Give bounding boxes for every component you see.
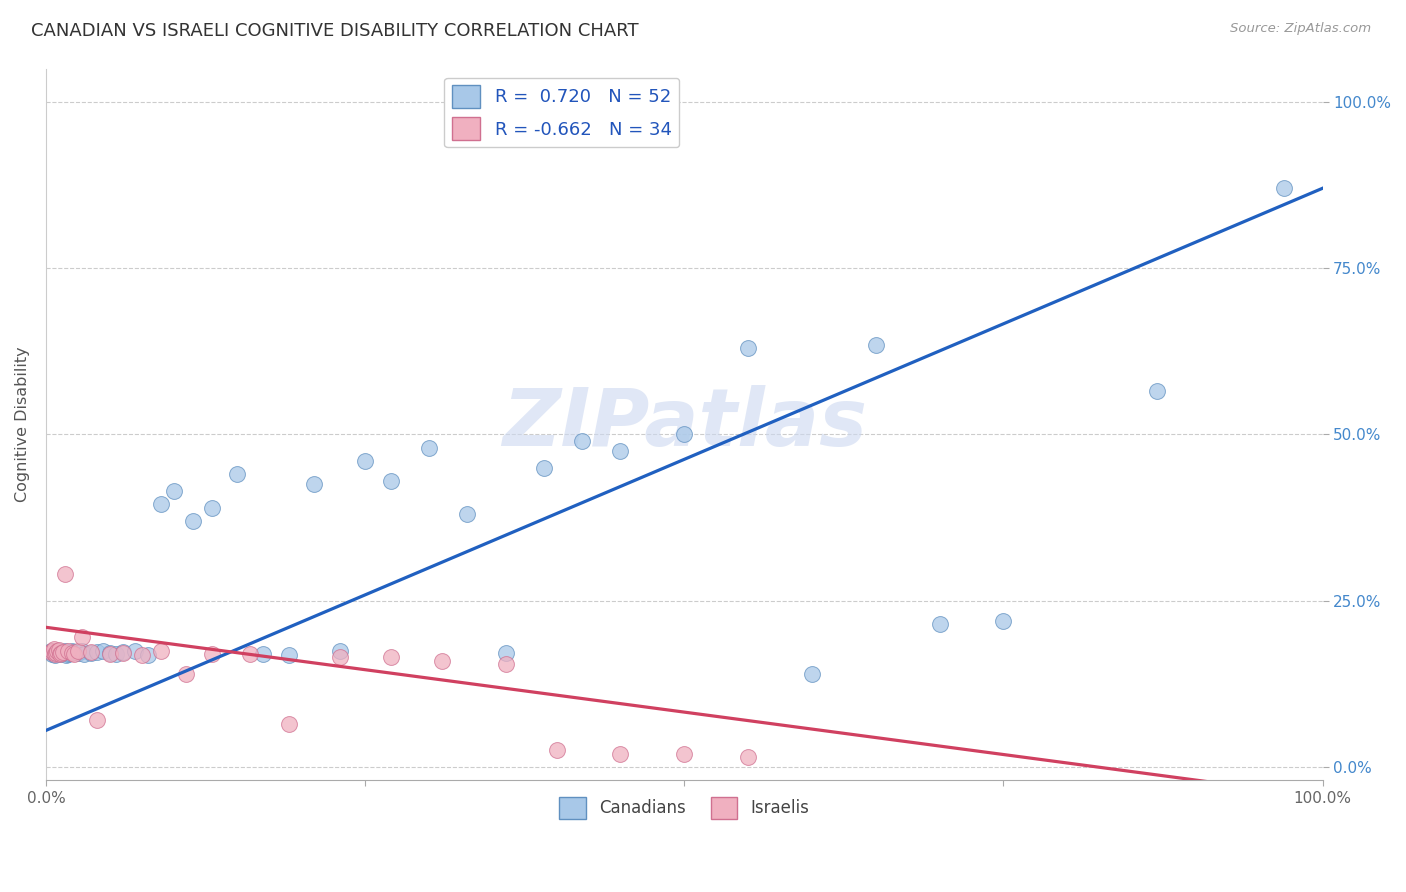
Point — [277, 716, 299, 731]
Point — [277, 648, 299, 663]
Point — [201, 647, 224, 661]
Point — [737, 750, 759, 764]
Text: Source: ZipAtlas.com: Source: ZipAtlas.com — [1230, 22, 1371, 36]
Point — [418, 441, 440, 455]
Point — [41, 647, 63, 661]
Point — [546, 743, 568, 757]
Point — [66, 644, 89, 658]
Point — [609, 444, 631, 458]
Point — [42, 642, 65, 657]
Point — [456, 507, 478, 521]
Point — [42, 646, 65, 660]
Point — [430, 654, 453, 668]
Point — [226, 467, 249, 482]
Point — [55, 648, 77, 663]
Point — [39, 645, 62, 659]
Point — [44, 647, 66, 661]
Point — [39, 643, 62, 657]
Point — [79, 646, 101, 660]
Point — [49, 647, 72, 661]
Point — [111, 645, 134, 659]
Point — [181, 514, 204, 528]
Point — [162, 483, 184, 498]
Point — [93, 644, 115, 658]
Point — [98, 647, 121, 661]
Point — [495, 657, 517, 671]
Point — [79, 645, 101, 659]
Point — [252, 647, 274, 661]
Point — [45, 645, 67, 659]
Point — [865, 337, 887, 351]
Point — [928, 617, 950, 632]
Point — [46, 646, 69, 660]
Point — [60, 643, 83, 657]
Point — [571, 434, 593, 448]
Point — [380, 474, 402, 488]
Point — [66, 646, 89, 660]
Point — [53, 644, 76, 658]
Point — [131, 648, 153, 663]
Point — [58, 646, 80, 660]
Point — [354, 454, 377, 468]
Point — [239, 647, 262, 661]
Y-axis label: Cognitive Disability: Cognitive Disability — [15, 347, 30, 502]
Point — [993, 614, 1015, 628]
Point — [63, 645, 86, 659]
Point — [48, 643, 70, 657]
Point — [51, 646, 73, 660]
Point — [1146, 384, 1168, 399]
Point — [46, 644, 69, 658]
Point — [56, 643, 79, 657]
Point — [86, 713, 108, 727]
Point — [41, 643, 63, 657]
Point — [737, 341, 759, 355]
Point — [73, 647, 96, 661]
Point — [149, 497, 172, 511]
Point — [124, 643, 146, 657]
Text: CANADIAN VS ISRAELI COGNITIVE DISABILITY CORRELATION CHART: CANADIAN VS ISRAELI COGNITIVE DISABILITY… — [31, 22, 638, 40]
Legend: Canadians, Israelis: Canadians, Israelis — [553, 790, 817, 825]
Point — [136, 648, 159, 663]
Point — [380, 650, 402, 665]
Point — [673, 747, 696, 761]
Point — [495, 646, 517, 660]
Point — [201, 500, 224, 515]
Point — [800, 666, 823, 681]
Point — [45, 646, 67, 660]
Point — [105, 647, 128, 661]
Point — [49, 647, 72, 661]
Point — [533, 460, 555, 475]
Point — [329, 650, 352, 665]
Point — [60, 646, 83, 660]
Point — [86, 645, 108, 659]
Point — [63, 647, 86, 661]
Point — [673, 427, 696, 442]
Point — [70, 643, 93, 657]
Point — [609, 747, 631, 761]
Point — [1272, 181, 1295, 195]
Point — [98, 646, 121, 660]
Point — [44, 648, 66, 663]
Text: ZIPatlas: ZIPatlas — [502, 385, 866, 464]
Point — [176, 666, 198, 681]
Point — [302, 477, 325, 491]
Point — [48, 643, 70, 657]
Point — [56, 647, 79, 661]
Point — [149, 644, 172, 658]
Point — [329, 643, 352, 657]
Point — [70, 630, 93, 644]
Point — [111, 646, 134, 660]
Point — [53, 567, 76, 582]
Point — [52, 646, 75, 660]
Point — [51, 645, 73, 659]
Point — [52, 645, 75, 659]
